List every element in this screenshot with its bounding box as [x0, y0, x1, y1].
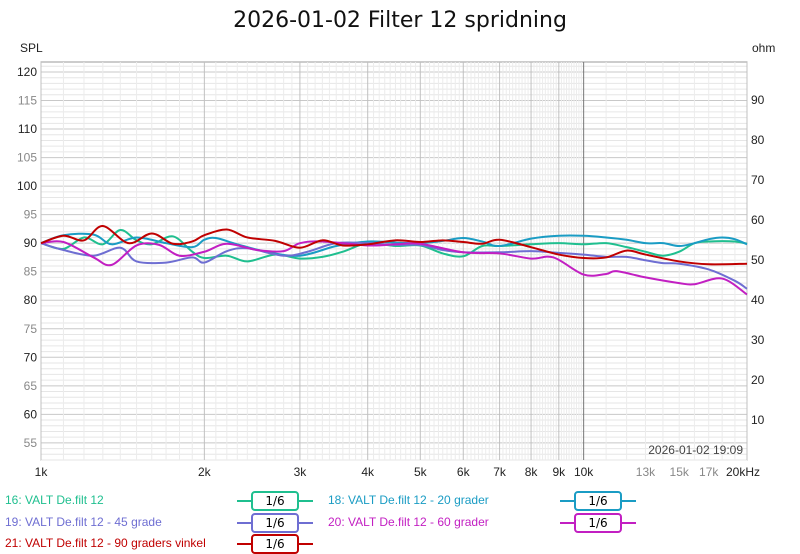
smoothing-value: 1/6: [251, 513, 299, 533]
legend-label: 18: VALT De.filt 12 - 20 grader: [328, 493, 489, 507]
x-tick-label: 9k: [552, 465, 566, 479]
y-tick-label: 70: [24, 350, 38, 364]
series-line-3: [40, 241, 748, 290]
smoothing-value: 1/6: [574, 491, 622, 511]
x-tick-label: 7k: [493, 465, 507, 479]
y-tick-label: 85: [24, 265, 38, 279]
legend-label: 20: VALT De.filt 12 - 60 grader: [328, 515, 489, 529]
legend-label: 16: VALT De.filt 12: [5, 493, 104, 507]
x-tick-label: 5k: [414, 465, 428, 479]
y-tick-label: 115: [18, 94, 37, 108]
legend-label: 19: VALT De.filt 12 - 45 grade: [5, 515, 162, 529]
y-tick-label: 75: [24, 322, 38, 336]
y-tick-label: 110: [18, 122, 37, 136]
legend-label: 21: VALT De.filt 12 - 90 graders vinkel: [5, 536, 206, 550]
x-tick-label: 3k: [294, 465, 308, 479]
x-tick-label: 4k: [361, 465, 375, 479]
smoothing-badge[interactable]: 1/6: [237, 491, 313, 511]
smoothing-value: 1/6: [251, 534, 299, 554]
y-tick-label: 60: [24, 407, 38, 421]
y-tick-label: 80: [24, 293, 38, 307]
x-tick-label: 8k: [525, 465, 539, 479]
x-tick-label: 17k: [699, 465, 719, 479]
y-right-tick-label: 50: [751, 253, 765, 267]
smoothing-value: 1/6: [251, 491, 299, 511]
smoothing-badge[interactable]: 1/6: [237, 534, 313, 554]
y-tick-label: 105: [17, 151, 37, 165]
y-tick-label: 55: [24, 436, 38, 450]
y-right-tick-label: 40: [751, 293, 765, 307]
x-tick-label: 13k: [636, 465, 656, 479]
x-tick-label: 2k: [198, 465, 212, 479]
chart-title: 2026-01-02 Filter 12 spridning: [233, 8, 567, 33]
smoothing-badge[interactable]: 1/6: [560, 513, 636, 533]
smoothing-badge[interactable]: 1/6: [560, 491, 636, 511]
y-right-tick-label: 30: [751, 333, 765, 347]
y-right-tick-label: 10: [751, 413, 765, 427]
y-right-tick-label: 60: [751, 213, 765, 227]
plot-area: [40, 61, 748, 461]
y-tick-label: 100: [17, 179, 37, 193]
smoothing-badge[interactable]: 1/6: [237, 513, 313, 533]
y-right-axis-label: ohm: [752, 41, 775, 55]
smoothing-value: 1/6: [574, 513, 622, 533]
y-tick-label: 120: [17, 65, 37, 79]
y-axis-label: SPL: [20, 41, 43, 55]
series-line-4: [40, 240, 748, 296]
series-line-5: [40, 225, 748, 266]
x-tick-label: 1k: [35, 465, 49, 479]
y-tick-label: 65: [24, 379, 38, 393]
y-right-tick-label: 80: [751, 133, 765, 147]
x-tick-label: 6k: [457, 465, 471, 479]
y-tick-label: 90: [24, 236, 38, 250]
timestamp: 2026-01-02 19:09: [648, 443, 743, 457]
y-tick-label: 95: [24, 208, 38, 222]
y-right-tick-label: 20: [751, 373, 765, 387]
x-tick-label: 20kHz: [726, 465, 760, 479]
x-tick-label: 15k: [670, 465, 690, 479]
x-tick-label: 10k: [574, 465, 594, 479]
y-right-tick-label: 70: [751, 173, 765, 187]
y-right-tick-label: 90: [751, 93, 765, 107]
